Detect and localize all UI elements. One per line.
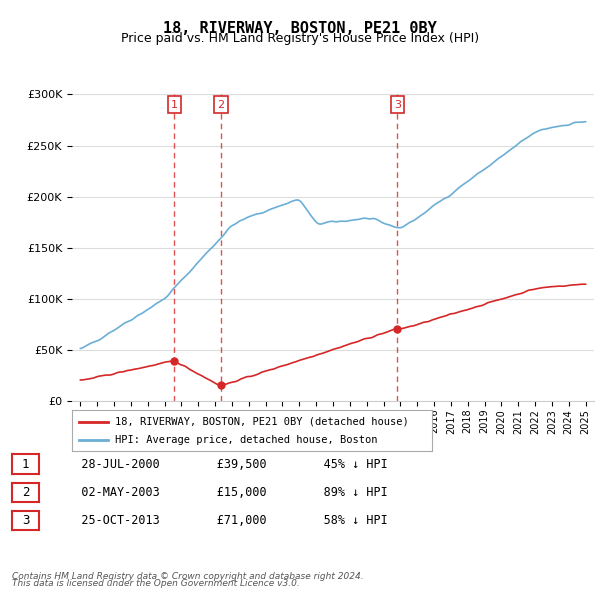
Text: Price paid vs. HM Land Registry's House Price Index (HPI): Price paid vs. HM Land Registry's House … [121, 32, 479, 45]
Text: 25-OCT-2013        £71,000        58% ↓ HPI: 25-OCT-2013 £71,000 58% ↓ HPI [60, 514, 388, 527]
Text: HPI: Average price, detached house, Boston: HPI: Average price, detached house, Bost… [115, 435, 378, 445]
Text: 2: 2 [217, 100, 224, 110]
Text: 3: 3 [22, 514, 29, 527]
Text: 28-JUL-2000        £39,500        45% ↓ HPI: 28-JUL-2000 £39,500 45% ↓ HPI [60, 458, 388, 471]
Text: This data is licensed under the Open Government Licence v3.0.: This data is licensed under the Open Gov… [12, 579, 300, 588]
Text: 02-MAY-2003        £15,000        89% ↓ HPI: 02-MAY-2003 £15,000 89% ↓ HPI [60, 486, 388, 499]
Text: 1: 1 [22, 457, 29, 471]
Text: 3: 3 [394, 100, 401, 110]
Text: 1: 1 [171, 100, 178, 110]
Text: 18, RIVERWAY, BOSTON, PE21 0BY (detached house): 18, RIVERWAY, BOSTON, PE21 0BY (detached… [115, 417, 409, 427]
Text: Contains HM Land Registry data © Crown copyright and database right 2024.: Contains HM Land Registry data © Crown c… [12, 572, 364, 581]
Text: 18, RIVERWAY, BOSTON, PE21 0BY: 18, RIVERWAY, BOSTON, PE21 0BY [163, 21, 437, 35]
Text: 2: 2 [22, 486, 29, 499]
